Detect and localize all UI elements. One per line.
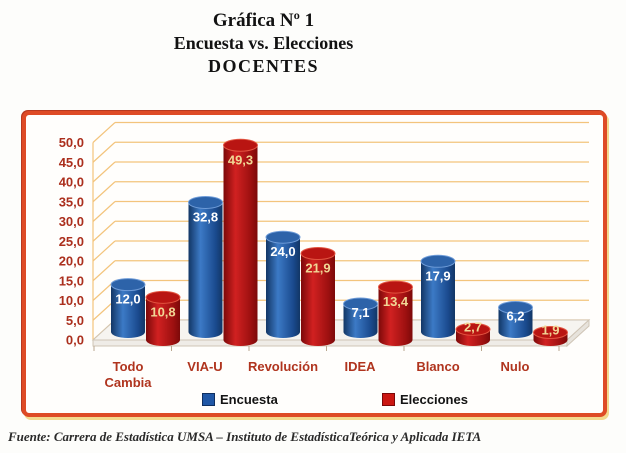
chart-title-line2: Encuesta vs. Elecciones (173, 33, 354, 53)
bar-elecciones-2-body (301, 253, 335, 340)
bar-encuesta-4-body (421, 261, 455, 332)
bar-value-label: 32,8 (193, 209, 218, 224)
bar-value-label: 2,7 (464, 319, 482, 334)
y-tick-label: 0,0 (66, 333, 84, 348)
bar-value-label: 10,8 (150, 304, 175, 319)
chart-title-line1: Gráfica Nº 1 (212, 10, 315, 31)
category-label-blanco: Blanco (416, 359, 460, 374)
bar-encuesta-2-top (265, 230, 301, 244)
gridline-diagonal (92, 161, 116, 183)
bar-encuesta-0-body (111, 284, 145, 332)
bar-value-label: 13,4 (383, 294, 409, 309)
bar-value-label: 21,9 (305, 260, 330, 275)
chart-floor-side (566, 318, 590, 348)
y-tick-label: 50,0 (59, 135, 84, 150)
bar-value-label: 1,9 (541, 322, 559, 337)
bar-encuesta-1-body (188, 202, 223, 332)
bar-elecciones-0-top (145, 290, 181, 304)
chart-title-line3: DOCENTES (207, 56, 320, 76)
category-label-nulo: Nulo (500, 359, 530, 374)
category-label-idea: IDEA (344, 359, 376, 374)
gridline-diagonal (92, 181, 116, 203)
chart-title: Gráfica Nº 1 Encuesta vs. Elecciones DOC… (0, 9, 527, 78)
bar-value-label: 6,2 (506, 309, 524, 324)
gridline-diagonal (92, 122, 116, 143)
legend-label-encuesta: Encuesta (220, 392, 278, 407)
bar-elecciones-4-top (455, 322, 491, 336)
legend-item-encuesta: Encuesta (202, 392, 278, 407)
y-tick-label: 20,0 (59, 254, 84, 269)
category-label-via-u: VIA-U (187, 359, 223, 374)
legend-swatch-encuesta (202, 393, 215, 406)
y-tick-label: 40,0 (59, 175, 84, 190)
bar-elecciones-2-top (300, 246, 336, 260)
bar-value-label: 12,0 (115, 292, 140, 307)
gridline-diagonal (92, 201, 116, 222)
bar-value-label: 7,1 (351, 305, 369, 320)
bar-value-label: 17,9 (425, 268, 450, 283)
legend-item-elecciones: Elecciones (382, 392, 468, 407)
bar-elecciones-5-top (533, 325, 568, 339)
category-label-revolucion: Revolución (247, 359, 319, 374)
bar-elecciones-3-top (378, 280, 413, 294)
source-note: Fuente: Carrera de Estadística UMSA – In… (8, 429, 482, 444)
y-tick-label: 10,0 (59, 293, 84, 308)
bar-encuesta-0-top (110, 278, 146, 292)
gridline-diagonal (92, 240, 116, 262)
legend-label-elecciones: Elecciones (400, 392, 468, 407)
gridline-diagonal (92, 141, 116, 163)
y-tick-label: 25,0 (59, 234, 84, 249)
y-tick-label: 15,0 (59, 273, 84, 288)
bar-encuesta-5-top (498, 301, 533, 315)
y-tick-label: 45,0 (59, 155, 84, 170)
bar-elecciones-1-body (223, 145, 258, 340)
bar-encuesta-3-top (343, 297, 378, 311)
bar-encuesta-4-top (420, 254, 456, 268)
gridline-diagonal (92, 260, 116, 282)
gridline-diagonal (92, 220, 116, 242)
y-tick-label: 35,0 (59, 194, 84, 209)
category-label-todo-cambia: Todo Cambia (104, 359, 152, 390)
bar-encuesta-2-body (266, 237, 300, 332)
y-tick-label: 30,0 (59, 214, 84, 229)
y-tick-label: 5,0 (66, 313, 84, 328)
bar-value-label: 24,0 (270, 244, 295, 259)
legend-swatch-elecciones (382, 393, 395, 406)
bar-elecciones-3-body (378, 287, 413, 340)
bar-value-label: 49,3 (228, 152, 253, 167)
bar-elecciones-1-top (223, 138, 258, 152)
bar-encuesta-1-top (188, 195, 223, 209)
bar-elecciones-0-body (146, 297, 180, 340)
